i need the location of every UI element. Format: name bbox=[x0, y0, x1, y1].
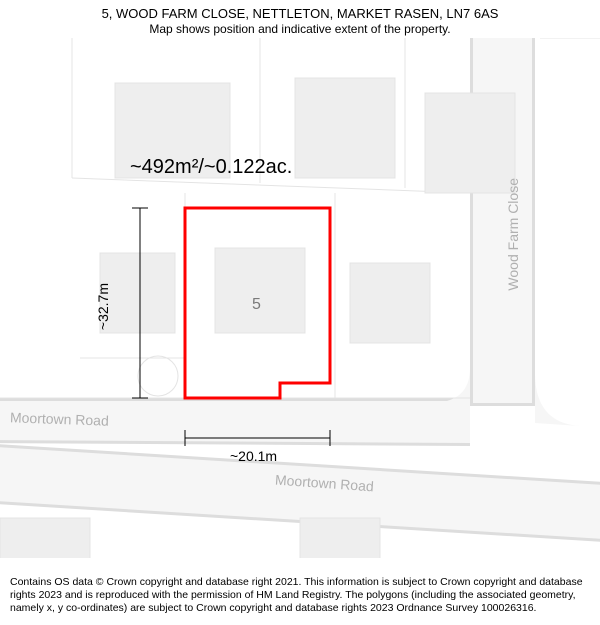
page-subtitle: Map shows position and indicative extent… bbox=[10, 22, 590, 36]
road-label-woodfarm: Wood Farm Close bbox=[505, 178, 521, 291]
building bbox=[300, 518, 380, 558]
map-canvas: ~492m²/~0.122ac. ~32.7m ~20.1m 5 Moortow… bbox=[0, 38, 600, 570]
building bbox=[425, 93, 515, 193]
page: 5, WOOD FARM CLOSE, NETTLETON, MARKET RA… bbox=[0, 0, 600, 625]
footer-copyright: Contains OS data © Crown copyright and d… bbox=[0, 570, 600, 625]
building bbox=[350, 263, 430, 343]
building bbox=[295, 78, 395, 178]
height-label: ~32.7m bbox=[95, 283, 111, 330]
area-label: ~492m²/~0.122ac. bbox=[130, 156, 292, 179]
page-title: 5, WOOD FARM CLOSE, NETTLETON, MARKET RA… bbox=[10, 6, 590, 21]
plot-number: 5 bbox=[252, 296, 261, 314]
building bbox=[215, 248, 305, 333]
building bbox=[0, 518, 90, 558]
building bbox=[100, 253, 175, 333]
road-label-moortown-1: Moortown Road bbox=[10, 409, 109, 428]
width-label: ~20.1m bbox=[230, 448, 277, 464]
header: 5, WOOD FARM CLOSE, NETTLETON, MARKET RA… bbox=[0, 0, 600, 38]
